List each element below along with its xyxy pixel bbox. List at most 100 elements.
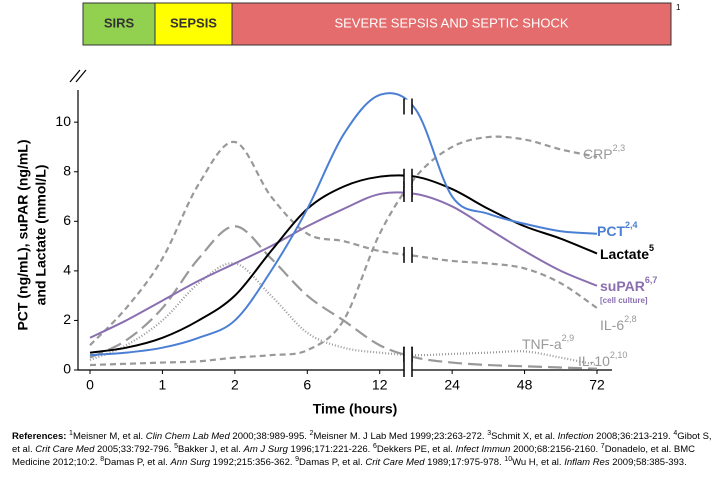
series-label: TNF-a2,9 [522, 333, 574, 351]
phase-box [154, 2, 233, 46]
series-line [89, 140, 598, 346]
series-refs: 2,10 [610, 350, 628, 360]
series-refs: 2,4 [625, 220, 638, 230]
y-tick-label: 8 [63, 162, 71, 178]
curve-break-gap [404, 247, 412, 262]
x-tick-label: 1 [159, 377, 167, 393]
reference-rest: 1989;17:975-978. [424, 457, 505, 468]
x-tick-label: 6 [303, 377, 311, 393]
x-axis-label: Time (hours) [313, 401, 398, 417]
x-axis-break [403, 363, 413, 377]
series-refs: 2,8 [624, 314, 637, 324]
reference-journal: Clin Chem Lab Med [145, 431, 230, 442]
curve-break [403, 168, 413, 185]
phase-label: SEPSIS [170, 15, 217, 30]
reference-text: Damas P, et al. [104, 457, 171, 468]
curve-break [403, 346, 413, 363]
y-tick-label: 10 [55, 113, 71, 129]
reference-number: 10 [504, 455, 513, 463]
reference-journal: Infection [557, 431, 594, 442]
reference-text: Gibot S, et al. [12, 431, 712, 455]
reference-rest: 2005;33:792-796. [94, 444, 175, 455]
series-name: TNF-a [522, 336, 562, 352]
x-tick-label: 48 [517, 377, 533, 393]
series-name: Lactate [600, 246, 649, 262]
reference-number: 7 [600, 442, 605, 450]
curve-break-gap [404, 99, 412, 114]
series-note: [cell culture] [600, 296, 648, 305]
x-tick-label: 12 [372, 377, 388, 393]
series-refs: 2,3 [613, 143, 626, 153]
reference-text: Bakker J, et al. [178, 444, 244, 455]
curve-break [403, 246, 413, 263]
reference-journal: Ann Surg [170, 457, 211, 468]
reference-journal: Inflam Res [564, 457, 610, 468]
reference-text: Dekkers PE, et al. [376, 444, 456, 455]
series-line [89, 135, 598, 367]
reference-journal: Crit Care Med [365, 457, 425, 468]
reference-rest: 1992;215:356-362. [210, 457, 296, 468]
series-name: IL-10 [578, 353, 610, 369]
series-label: IL-62,8 [600, 314, 637, 332]
phase-label: SEVERE SEPSIS AND SEPTIC SHOCK [334, 15, 568, 30]
reference-text: Meisner M, et al. [72, 431, 146, 442]
x-tick-label: 72 [589, 377, 605, 393]
series-line [89, 191, 598, 339]
series-name: suPAR [600, 278, 645, 294]
reference-number: 6 [372, 442, 377, 450]
x-tick-label: 24 [444, 377, 460, 393]
curve-break-gap [404, 187, 412, 202]
series-label: CRP2,3 [583, 143, 625, 161]
reference-number: 8 [100, 455, 105, 463]
reference-number: 2 [309, 429, 314, 437]
reference-text: Schmit X, et al. [491, 431, 558, 442]
phase-label: SIRS [104, 15, 135, 30]
series-refs: 6,7 [645, 275, 658, 285]
reference-journal: Crit Care Med [35, 444, 95, 455]
reference-rest: 2000;38:989-995. [229, 431, 310, 442]
y-axis-label: PCT (ng/mL), suPAR (ng/mL) [15, 139, 31, 330]
reference-text: Wu H, et al. [512, 457, 565, 468]
reference-number: 3 [487, 429, 492, 437]
series-name: PCT [597, 223, 625, 239]
phase-box [82, 2, 156, 46]
phase-box [231, 2, 672, 46]
y-tick-label: 0 [63, 361, 71, 377]
reference-text: Damas P, et al. [299, 457, 366, 468]
reference-text: Meisner M. J Lab Med 1999;23:263-272. [313, 431, 488, 442]
reference-rest: 2008;36:213-219. [593, 431, 674, 442]
series-label: suPAR6,7 [600, 275, 657, 293]
reference-number: 5 [174, 442, 179, 450]
references: References: 1Meisner M, et al. Clin Chem… [12, 430, 712, 469]
y-axis-label: and Lactate (mmol/L) [33, 165, 49, 306]
references-heading: References: [12, 431, 70, 442]
reference-text: Donadelo, et al. BMC Medicine 2012;10:2. [12, 444, 695, 468]
x-axis-break-gap [404, 364, 412, 376]
x-tick-label: 2 [231, 377, 239, 393]
reference-number: 9 [295, 455, 300, 463]
reference-number: 1 [69, 429, 73, 437]
y-tick-label: 6 [63, 212, 71, 228]
series-refs: 2,9 [562, 333, 575, 343]
chart: SIRS SEPSIS SEVERE SEPSIS AND SEPTIC SHOCK… [15, 2, 681, 417]
series-line [89, 262, 598, 367]
y-tick-label: 2 [63, 311, 71, 327]
reference-journal: Am J Surg [243, 444, 288, 455]
curve-break [403, 98, 413, 115]
series-refs: 5 [649, 243, 654, 253]
curve-break [403, 186, 413, 203]
series-label: PCT2,4 [597, 220, 638, 238]
series-label: IL-102,10 [578, 350, 627, 368]
curve-break-gap [404, 347, 412, 362]
reference-number: 4 [673, 429, 678, 437]
reference-rest: 2000;68:2156-2160. [510, 444, 601, 455]
reference-rest: 2009;58:385-393. [609, 457, 687, 468]
series-name: IL-6 [600, 317, 624, 333]
series-name: CRP [583, 146, 613, 162]
x-tick-label: 0 [86, 377, 94, 393]
series-line [89, 92, 598, 357]
reference-journal: Infect Immun [455, 444, 511, 455]
series-label: Lactate5 [600, 243, 654, 261]
curve-break-gap [404, 169, 412, 184]
